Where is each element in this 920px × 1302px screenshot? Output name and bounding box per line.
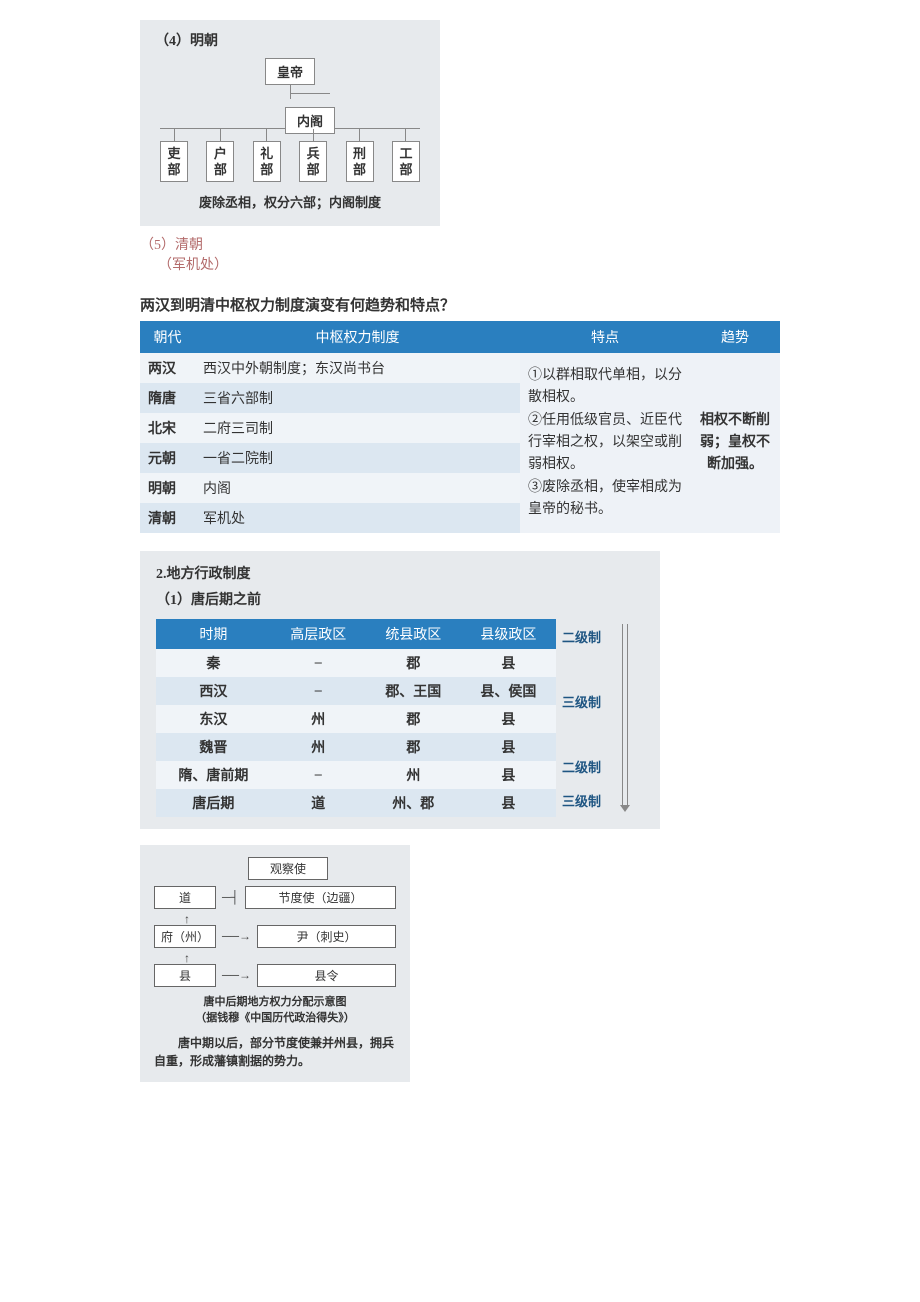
tbl1-sys: 二府三司制 — [195, 413, 520, 443]
tbl2-cell: – — [271, 677, 366, 705]
arrow-icon: ──→ — [222, 929, 251, 944]
tbl1-h-sys: 中枢权力制度 — [195, 321, 520, 353]
tang-power-diagram: 观察使 道 ─┤ 节度使（边疆） ↑ 府（州） ──→ 尹（刺史） ↑ 县 ──… — [140, 845, 410, 1082]
tbl1-dyn: 北宋 — [140, 413, 195, 443]
dept-bing: 兵部 — [299, 141, 327, 182]
central-power-table: 朝代 中枢权力制度 特点 趋势 两汉 西汉中外朝制度；东汉尚书台 ①以群相取代单… — [140, 321, 780, 533]
tbl1-h-feature: 特点 — [520, 321, 690, 353]
level-label — [562, 661, 616, 677]
tbl2-cell: 州 — [366, 761, 461, 789]
down-arrow-icon — [620, 624, 630, 812]
arrow-icon: ─┤ — [222, 890, 239, 905]
tbl1-sys: 西汉中外朝制度；东汉尚书台 — [195, 353, 520, 383]
tbl2-cell: 郡 — [366, 705, 461, 733]
sec2-sub: （1）唐后期之前 — [156, 589, 644, 609]
tbl2-cell: 县 — [461, 733, 556, 761]
tbl2-cell: 秦 — [156, 649, 271, 677]
tbl2-cell: 郡 — [366, 649, 461, 677]
sec2-heading: 2.地方行政制度 — [156, 563, 644, 583]
tbl2-cell: 东汉 — [156, 705, 271, 733]
level-label: 三级制 — [562, 692, 616, 711]
fuzhou-node: 府（州） — [154, 925, 216, 948]
qing-section: （5）清朝 （军机处） — [140, 234, 780, 274]
tbl2-cell: 州、郡 — [366, 789, 461, 817]
main-question: 两汉到明清中枢权力制度演变有何趋势和特点？ — [140, 294, 780, 315]
qing-label: （5）清朝 — [140, 234, 780, 254]
xian-node: 县 — [154, 964, 216, 987]
level-labels: 二级制 三级制 二级制三级制 — [562, 619, 634, 817]
tbl2-cell: 县 — [461, 649, 556, 677]
local-admin-section: 2.地方行政制度 （1）唐后期之前 时期 高层政区 统县政区 县级政区 秦–郡县… — [140, 551, 660, 829]
arrow-icon: ──→ — [222, 968, 251, 983]
tbl2-cell: – — [271, 649, 366, 677]
tbl2-cell: 西汉 — [156, 677, 271, 705]
tbl2-cell: 县 — [461, 789, 556, 817]
up-arrow-icon: ↑ — [154, 915, 396, 925]
tbl1-sys: 内阁 — [195, 473, 520, 503]
tbl1-h-dyn: 朝代 — [140, 321, 195, 353]
tbl1-trend: 相权不断削弱；皇权不断加强。 — [690, 353, 780, 533]
tang-caption: 唐中后期地方权力分配示意图 （据钱穆《中国历代政治得失》） — [154, 995, 396, 1026]
tbl1-sys: 军机处 — [195, 503, 520, 533]
tbl2-cell: 县 — [461, 705, 556, 733]
ming-section-label: （4）明朝 — [155, 30, 425, 50]
tbl2-h-top: 高层政区 — [271, 619, 366, 649]
dept-xing: 刑部 — [346, 141, 374, 182]
tbl1-dyn: 清朝 — [140, 503, 195, 533]
tbl2-cell: 魏晋 — [156, 733, 271, 761]
tbl1-dyn: 隋唐 — [140, 383, 195, 413]
tbl2-cell: 郡、王国 — [366, 677, 461, 705]
xianling-node: 县令 — [257, 964, 396, 987]
ming-org-chart: （4）明朝 皇帝 内阁 吏部 户部 礼部 兵部 刑部 工部 废除丞相，权分六部；… — [140, 20, 440, 226]
tbl2-cell: 县 — [461, 761, 556, 789]
jiedu-node: 节度使（边疆） — [245, 886, 396, 909]
tbl2-cell: 县、侯国 — [461, 677, 556, 705]
tbl2-cell: 唐后期 — [156, 789, 271, 817]
tbl1-sys: 一省二院制 — [195, 443, 520, 473]
guancha-node: 观察使 — [248, 857, 328, 880]
dept-hu: 户部 — [206, 141, 234, 182]
tbl1-h-trend: 趋势 — [690, 321, 780, 353]
tbl2-h-mid: 统县政区 — [366, 619, 461, 649]
qing-value: （军机处） — [140, 254, 780, 274]
tbl1-dyn: 明朝 — [140, 473, 195, 503]
level-label: 二级制 — [562, 627, 616, 646]
ming-footer: 废除丞相，权分六部；内阁制度 — [155, 192, 425, 211]
local-admin-table: 时期 高层政区 统县政区 县级政区 秦–郡县西汉–郡、王国县、侯国东汉州郡县魏晋… — [156, 619, 556, 817]
tbl1-dyn: 元朝 — [140, 443, 195, 473]
dept-li2: 礼部 — [253, 141, 281, 182]
tbl2-cell: 州 — [271, 705, 366, 733]
level-label — [562, 726, 616, 742]
tbl2-h-period: 时期 — [156, 619, 271, 649]
tbl2-cell: 道 — [271, 789, 366, 817]
emperor-node: 皇帝 — [265, 58, 315, 85]
dao-node: 道 — [154, 886, 216, 909]
up-arrow-icon: ↑ — [154, 954, 396, 964]
tbl1-dyn: 两汉 — [140, 353, 195, 383]
tbl2-cell: 州 — [271, 733, 366, 761]
yin-node: 尹（刺史） — [257, 925, 396, 948]
dept-gong: 工部 — [392, 141, 420, 182]
tang-text: 唐中期以后，部分节度使兼并州县，拥兵自重，形成藩镇割据的势力。 — [154, 1034, 396, 1070]
tbl2-cell: 隋、唐前期 — [156, 761, 271, 789]
tbl1-sys: 三省六部制 — [195, 383, 520, 413]
tbl1-features: ①以群相取代单相，以分散相权。 ②任用低级官员、近臣代行宰相之权，以架空或削弱相… — [520, 353, 690, 533]
dept-li: 吏部 — [160, 141, 188, 182]
tbl2-h-low: 县级政区 — [461, 619, 556, 649]
tbl2-cell: – — [271, 761, 366, 789]
ming-departments: 吏部 户部 礼部 兵部 刑部 工部 — [160, 129, 420, 182]
level-label: 三级制 — [562, 791, 616, 810]
level-label: 二级制 — [562, 757, 616, 776]
tbl2-cell: 郡 — [366, 733, 461, 761]
